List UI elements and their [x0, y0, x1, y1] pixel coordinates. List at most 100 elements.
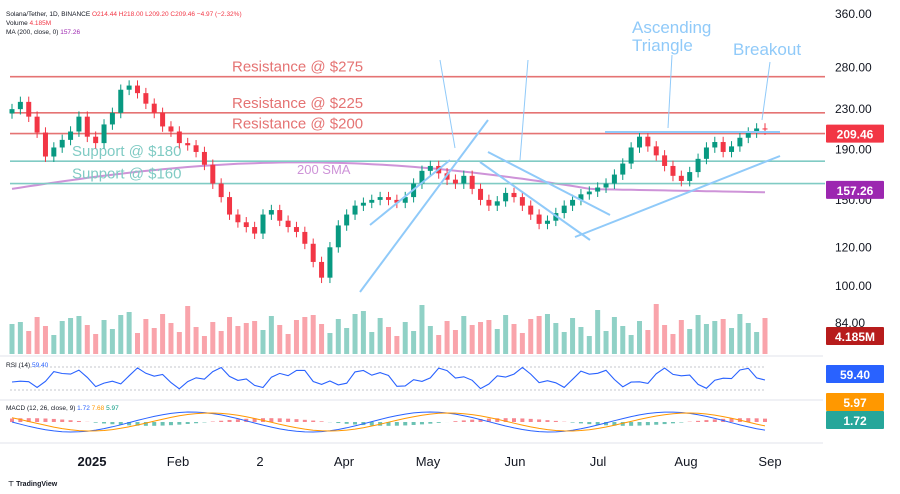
macd-histogram-bar [18, 418, 23, 422]
annotation-arrow [519, 59, 529, 161]
candle-body [478, 188, 484, 200]
macd-histogram-bar [110, 422, 115, 425]
level-label: Resistance @ $275 [232, 59, 363, 76]
macd-histogram-bar [336, 422, 341, 424]
volume-bar [519, 333, 525, 354]
volume-bar [118, 315, 124, 354]
candle-body [235, 214, 241, 223]
volume-bar [687, 329, 693, 354]
volume-bar [168, 323, 174, 354]
tradingview-label: TradingView [16, 481, 58, 488]
volume-bar [729, 328, 735, 354]
candle-body [377, 197, 383, 200]
macd-line [11, 411, 766, 433]
volume-bar [42, 326, 48, 354]
macd-header: MACD (12, 26, close, 9) 1.72 7.68 5.97 [6, 404, 119, 413]
price-tick-label: 100.00 [835, 279, 872, 293]
candle-body [9, 109, 15, 114]
time-tick-label: Apr [334, 454, 355, 469]
candle-body [519, 197, 525, 206]
volume-bar [478, 322, 484, 354]
volume-bar [628, 335, 634, 354]
volume-bar [235, 326, 241, 354]
macd-histogram-bar [763, 418, 767, 422]
macd-histogram-bar [177, 422, 182, 425]
candle-body [703, 147, 709, 159]
volume-bar [293, 320, 299, 354]
macd-histogram-bar [512, 418, 516, 422]
volume-bar [84, 325, 90, 354]
volume-bar [452, 330, 458, 354]
ma-label: MA (200, close, 0) [6, 29, 59, 36]
macd-histogram-bar [135, 422, 140, 426]
price-tick-label: 84.00 [835, 316, 865, 330]
candle-body [227, 197, 233, 215]
volume-bar [754, 332, 760, 354]
macd-histogram-bar [662, 422, 667, 425]
time-axis: 2025 Feb 2 Apr May Jun Jul Aug Sep [78, 454, 782, 469]
candle-body [687, 172, 693, 181]
candle-body [260, 214, 266, 234]
candle-body [26, 101, 32, 117]
macd-histogram-bar [227, 419, 232, 422]
macd-histogram-bar [595, 422, 600, 425]
last-price-badge-bg [826, 124, 884, 143]
volume-bar [503, 315, 509, 354]
macd-histogram-bar [537, 419, 542, 422]
volume-bar [703, 324, 709, 354]
candle-body [586, 191, 592, 195]
volume-bar [76, 316, 82, 354]
macd-histogram-bar [311, 420, 316, 422]
candle-body [754, 128, 760, 133]
candle-body [720, 142, 726, 152]
volume-bars [9, 304, 768, 354]
volume-label: Volume [6, 20, 28, 27]
price-tick-label: 230.00 [835, 102, 872, 116]
candle-body [670, 165, 676, 176]
macd-histogram-bar [503, 418, 508, 422]
candle-body [118, 89, 124, 113]
candle-body [302, 231, 308, 244]
annotation-arrow [439, 59, 456, 149]
macd-histogram-bar [277, 418, 282, 422]
pattern-line [487, 151, 611, 216]
macd-histogram-bar [604, 422, 609, 426]
volume-bar [603, 331, 609, 354]
volume-bar [352, 314, 358, 354]
candle-body [645, 136, 651, 147]
macd-histogram-bar [654, 422, 659, 425]
sma-badge-bg [826, 180, 884, 199]
volume-bar [201, 336, 207, 354]
macd-histogram-bar [386, 422, 391, 426]
volume-bar [268, 316, 274, 354]
macd-histogram-bar [102, 422, 107, 424]
candle-body [34, 116, 40, 133]
macd-histogram-bar [51, 418, 56, 422]
time-tick-label: 2025 [78, 454, 107, 469]
macd-histogram-bar [704, 420, 709, 422]
macd-histogram-bar [453, 421, 458, 422]
macd-histogram-bar [403, 422, 408, 426]
macd-v2: 7.68 [91, 405, 105, 412]
candle-body [737, 137, 743, 147]
candle-body [160, 112, 166, 127]
level-label: Support @ $160 [72, 166, 181, 183]
candle-body [486, 199, 492, 206]
macd-histogram-bar [319, 421, 324, 422]
candle-body [319, 261, 325, 278]
macd-histogram-bar [578, 422, 583, 424]
macd-value-badge-bg [826, 411, 884, 429]
macd-histogram-bar [553, 420, 558, 422]
macd-histogram-bar [670, 422, 675, 424]
sma-200-line [11, 161, 766, 194]
candle-body [126, 85, 132, 90]
volume-bar [578, 327, 584, 354]
volume-bar [402, 322, 408, 354]
volume-bar [486, 320, 492, 354]
tradingview-icon: ⊤ [8, 481, 15, 488]
candle-body [762, 128, 768, 130]
macd-histogram-bar [478, 419, 483, 422]
candles [9, 80, 768, 284]
